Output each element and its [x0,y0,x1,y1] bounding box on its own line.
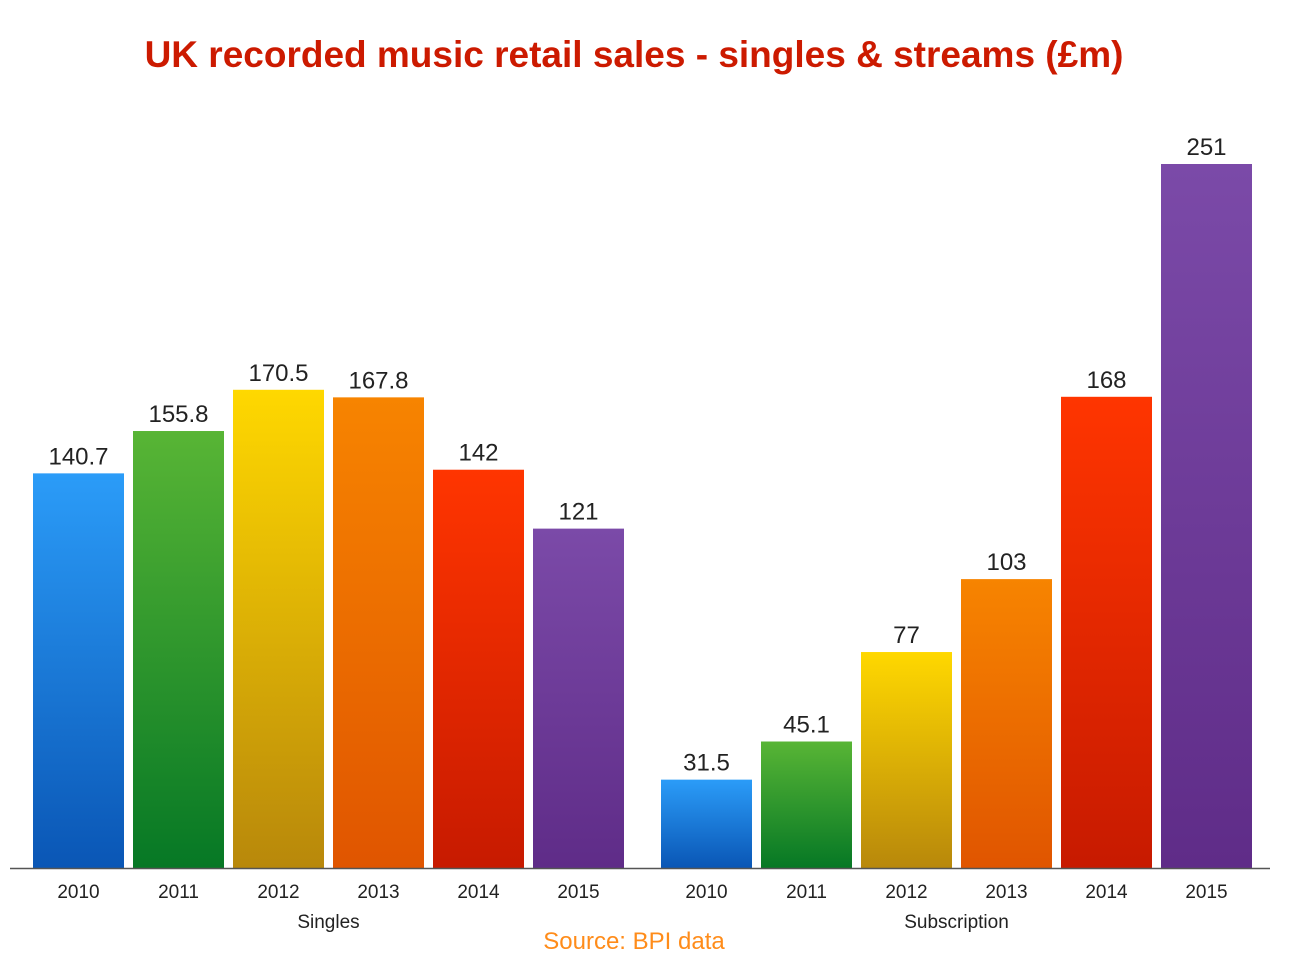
x-tick-label: 2010 [685,882,727,903]
group-label: Singles [297,912,359,933]
data-label: 77 [893,622,920,649]
bar-subscription-2013 [961,579,1052,868]
bar-subscription-2010 [661,779,752,868]
data-label: 103 [986,549,1026,576]
source-note: Source: BPI data [543,928,725,955]
bar-singles-2013 [333,397,424,868]
x-tick-label: 2012 [257,882,299,903]
data-label: 155.8 [148,401,208,428]
bar-singles-2012 [233,389,324,868]
x-tick-label: 2014 [457,882,500,903]
x-tick-label: 2013 [985,882,1027,903]
bar-subscription-2011 [761,741,852,868]
x-tick-label: 2010 [57,882,99,903]
data-label: 45.1 [783,712,830,739]
data-label: 142 [458,440,498,467]
bar-singles-2011 [133,431,224,868]
bar-singles-2015 [533,528,624,868]
data-label: 140.7 [48,443,108,470]
bar-singles-2014 [433,469,524,868]
data-label: 170.5 [248,360,308,387]
data-label: 251 [1186,134,1226,161]
data-label: 31.5 [683,750,730,777]
data-label: 121 [558,499,598,526]
x-tick-label: 2015 [1185,882,1227,903]
bar-subscription-2015 [1161,164,1252,868]
x-tick-label: 2013 [357,882,399,903]
x-tick-label: 2015 [557,882,599,903]
x-tick-label: 2012 [885,882,927,903]
data-label: 167.8 [348,367,408,394]
group-label: Subscription [904,912,1009,933]
bar-subscription-2014 [1061,396,1152,868]
bar-singles-2010 [33,473,124,868]
x-tick-label: 2011 [786,882,827,903]
bar-subscription-2012 [861,652,952,868]
data-label: 168 [1086,367,1126,394]
x-tick-label: 2014 [1085,882,1128,903]
chart-title: UK recorded music retail sales - singles… [144,34,1124,75]
x-tick-label: 2011 [158,882,199,903]
